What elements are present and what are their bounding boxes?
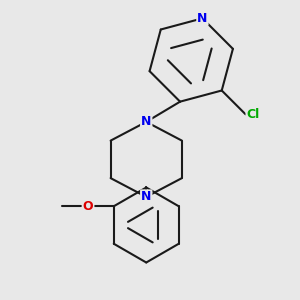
Text: N: N (197, 12, 208, 25)
Text: N: N (141, 190, 152, 203)
Text: Cl: Cl (247, 108, 260, 121)
Text: O: O (83, 200, 93, 213)
Text: N: N (141, 116, 152, 128)
